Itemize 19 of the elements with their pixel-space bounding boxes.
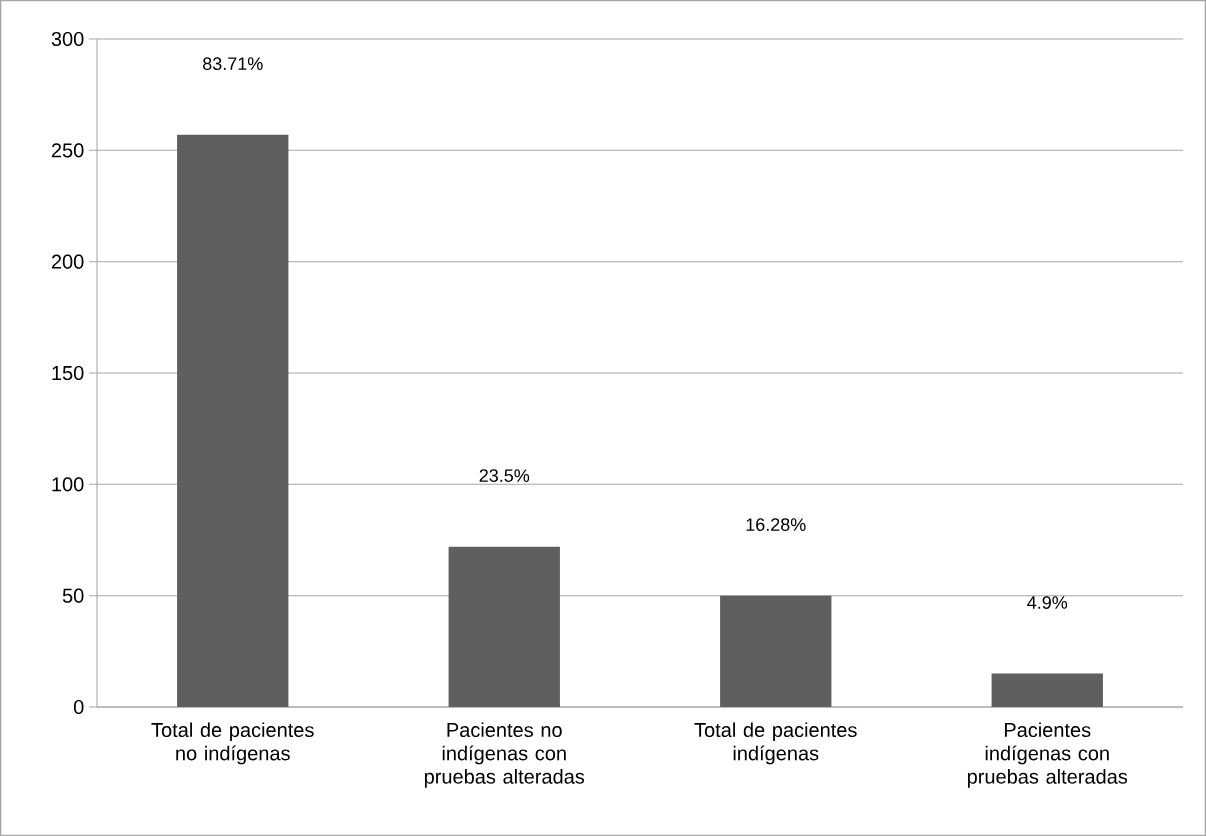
y-tick-label: 300 xyxy=(51,31,84,47)
y-tick-label: 0 xyxy=(73,699,84,715)
y-tick-label: 50 xyxy=(62,588,84,603)
x-tick-label: Total de pacientes indígenas xyxy=(694,722,857,765)
y-tick-label: 200 xyxy=(51,254,84,269)
annotation: 4.9% xyxy=(1027,596,1068,609)
annotation: 16.28% xyxy=(746,518,806,531)
bar xyxy=(448,546,560,707)
annotation: 83.71% xyxy=(203,57,263,71)
y-tick-label: 250 xyxy=(51,143,84,158)
y-tick-label: 100 xyxy=(52,477,84,492)
bar xyxy=(991,673,1103,707)
bar xyxy=(177,134,289,707)
x-tick-label: Pacientes indígenas con pruebas alteradas xyxy=(967,722,1128,788)
y-tick-label: 150 xyxy=(52,365,84,381)
annotation: 23.5% xyxy=(479,469,530,482)
x-tick-label: Total de pacientes no indígenas xyxy=(151,722,314,765)
bar xyxy=(720,595,832,707)
x-tick-label: Pacientes no indígenas con pruebas alteradas xyxy=(424,722,585,788)
